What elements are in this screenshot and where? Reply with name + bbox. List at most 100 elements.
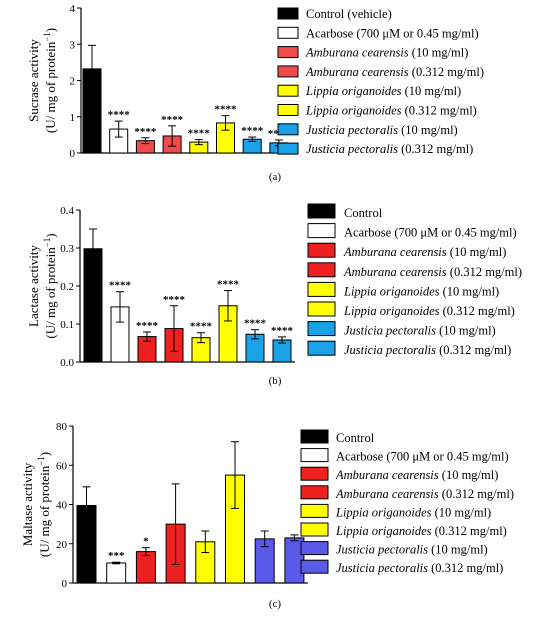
panel-label: (b) [269, 375, 282, 387]
legend-label: Lippia origanoides (0.312 mg/ml) [343, 304, 515, 318]
bar [106, 562, 127, 584]
legend-label-text: (0.312 mg/ml) [436, 343, 511, 357]
legend-label: Acarbose (700 μM or 0.45 mg/ml) [344, 226, 517, 240]
y-tick-label: 0.2 [60, 281, 74, 293]
legend-label: Amburana cearensis (0.312 mg/ml) [335, 487, 514, 501]
significance-label: *** [108, 550, 125, 562]
y-tick-label: 1 [70, 112, 76, 124]
legend-label: Acarbose (700 μM or 0.45 mg/ml) [306, 26, 479, 40]
legend-swatch [300, 485, 329, 500]
legend-label-species: Lippia origanoides [335, 505, 432, 519]
legend-label-text: (0.312 mg/ml) [440, 304, 515, 318]
legend-label-species: Amburana cearensis [305, 65, 409, 79]
panel-a-sucrase: 0 1 2 3 4 Sucrase activity (U/ mg of protein−1… [26, 3, 484, 183]
significance-label: **** [163, 294, 186, 306]
y-tick-label: 0.1 [60, 319, 74, 331]
legend-label-text: (10 mg/ml) [432, 505, 492, 519]
significance-label: **** [108, 109, 131, 121]
bar [135, 551, 156, 584]
legend-label: Amburana cearensis (0.312 mg/ml) [305, 65, 484, 79]
legend-swatch [307, 301, 336, 317]
legend-label: Lippia origanoides (10 mg/ml) [335, 505, 491, 519]
significance-label: **** [215, 104, 238, 116]
legend-label-species: Amburana cearensis [335, 487, 439, 501]
legend-swatch [307, 203, 336, 219]
legend-label-species: Justicia pectoralis [336, 543, 428, 557]
legend-label: Justicia pectoralis (0.312 mg/ml) [336, 561, 503, 575]
legend-label-text: (0.312 mg/ml) [432, 524, 507, 538]
y-tick-label: 60 [56, 460, 68, 472]
legend-swatch [277, 142, 299, 155]
legend-label-text: (0.312 mg/ml) [409, 65, 484, 79]
legend-label-species: Amburana cearensis [343, 265, 447, 279]
legend-label-species: Justicia pectoralis [344, 343, 436, 357]
legend-label: Amburana cearensis (10 mg/ml) [335, 468, 498, 482]
significance-label: **** [217, 279, 240, 291]
y-tick-label: 0.4 [60, 205, 74, 217]
legend-swatch [277, 104, 299, 116]
y-tick-label: 0.0 [60, 357, 74, 369]
legend-label-text: (10 mg/ml) [398, 123, 458, 137]
significance-label: **** [244, 318, 267, 330]
legend-label-text: Control [344, 206, 383, 220]
legend-label-text: (0.312 mg/ml) [398, 142, 473, 156]
legend-swatch [277, 123, 299, 136]
legend-label-text: (10 mg/ml) [440, 284, 500, 298]
legend-swatch [277, 26, 299, 39]
legend-label-text: (10 mg/ml) [402, 84, 462, 98]
legend-label-text: (10 mg/ml) [439, 468, 499, 482]
y-axis-label-line2: (U/ mg of protein [43, 247, 58, 339]
legend-label: Lippia origanoides (0.312 mg/ml) [335, 524, 507, 538]
legend-swatch [277, 65, 299, 78]
legend-label: Justicia pectoralis (0.312 mg/ml) [306, 142, 473, 156]
panel-c-maltase: 0 20 40 60 80 Maltase activity (U/ mg of prote… [20, 421, 514, 610]
significance-label: **** [241, 125, 264, 137]
legend-label-text: (10 mg/ml) [447, 245, 507, 259]
legend-label: Control [336, 431, 375, 445]
legend-label-text: (0.312 mg/ml) [402, 104, 477, 118]
legend-label-species: Lippia origanoides [305, 104, 402, 118]
legend-label-species: Lippia origanoides [343, 304, 440, 318]
significance-label: **** [136, 320, 159, 332]
legend-label-species: Justicia pectoralis [344, 324, 436, 338]
y-axis-label-close: ) [43, 28, 58, 32]
legend-swatch [300, 448, 329, 463]
legend-label-species: Lippia origanoides [343, 284, 440, 298]
legend-label: Justicia pectoralis (0.312 mg/ml) [344, 343, 511, 357]
legend-swatch [300, 503, 329, 518]
legend-swatch [307, 340, 336, 356]
y-axis-label: Maltase activity (U/ mg of protein−1) [20, 452, 52, 557]
legend-label: Justicia pectoralis (10 mg/ml) [344, 324, 496, 338]
y-axis-label-close: ) [43, 233, 58, 237]
y-axis-label-line2: (U/ mg of protein [43, 41, 58, 133]
y-axis-label-close: ) [37, 452, 52, 456]
legend-label-text: (10 mg/ml) [436, 324, 496, 338]
y-axis-label-superscript: −1 [42, 32, 52, 42]
legend-label-text: Acarbose (700 μM or 0.45 mg/ml) [336, 450, 509, 464]
legend-label-text: Acarbose (700 μM or 0.45 mg/ml) [344, 226, 517, 240]
legend-label-species: Justicia pectoralis [336, 561, 428, 575]
y-axis-label-superscript: −1 [36, 456, 46, 466]
legend-label-text: Control (vehicle) [306, 7, 392, 21]
significance-label: * [143, 536, 149, 548]
y-tick-label: 0.3 [60, 243, 74, 255]
legend-swatch [277, 46, 299, 59]
legend-label-species: Amburana cearensis [335, 468, 439, 482]
y-axis-label-superscript: −1 [42, 238, 52, 248]
legend-swatch [300, 559, 329, 574]
panel-b-lactase: 0.0 0.1 0.2 0.3 0.4 Lactase activity (U/ mg of… [26, 203, 522, 387]
legend-swatch [307, 281, 336, 297]
legend-swatch [307, 262, 336, 278]
legend-label-text: (10 mg/ml) [428, 543, 488, 557]
legend-label-text: Control [336, 431, 375, 445]
legend-label-species: Amburana cearensis [305, 46, 409, 60]
legend-label-species: Justicia pectoralis [306, 123, 398, 137]
legend-label: Control [344, 206, 383, 220]
significance-label: **** [190, 321, 213, 333]
significance-label: **** [134, 126, 157, 138]
legend-label: Lippia origanoides (10 mg/ml) [305, 84, 461, 98]
y-tick-label: 3 [70, 39, 76, 51]
significance-label: **** [109, 280, 132, 292]
legend-label: Amburana cearensis (10 mg/ml) [343, 245, 506, 259]
